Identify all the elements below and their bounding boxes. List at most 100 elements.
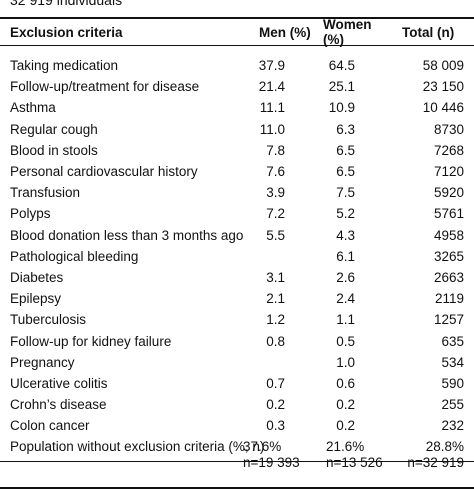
row-women-percent: 5.2 [336,206,355,222]
header-rule [0,45,474,46]
row-women-percent: 0.2 [336,397,355,413]
footer-women-percent: 21.6% [326,439,365,455]
row-total-count: 7120 [433,164,464,180]
table-row: Personal cardiovascular history 7.6 6.5 712… [0,161,474,182]
row-women-percent: 0.5 [336,333,355,349]
exclusion-criteria-table: Exclusion criteria Men (%) Women (%) Tot… [0,17,474,471]
table-header-row: Exclusion criteria Men (%) Women (%) Tot… [0,17,474,47]
row-total-count: 2119 [434,291,464,307]
row-women-percent: 6.1 [336,248,355,264]
row-men-percent [243,246,314,267]
footer-rule [0,461,474,462]
row-men-percent: 5.5 [266,227,285,243]
row-criteria: Epilepsy [10,291,62,307]
row-total-count: 590 [441,375,464,391]
footer-row: Population without exclusion criteria (%… [0,436,474,471]
row-criteria: Pregnancy [10,354,75,370]
row-criteria: Regular cough [10,121,98,137]
row-men-percent: 7.8 [266,142,285,158]
column-header-total: Total (n) [402,24,455,40]
table-row: Pregnancy 1.0 534 [0,352,474,373]
row-total-count: 2663 [433,269,464,285]
row-men-percent: 0.3 [266,418,285,434]
row-criteria: Diabetes [10,269,64,285]
row-total-count: 232 [441,418,464,434]
row-total-count: 5761 [433,206,464,222]
footer-men: 37.6% n=19 393 [243,436,314,471]
row-total-count: 58 009 [422,58,464,74]
row-women-percent: 0.2 [336,418,355,434]
table-row: Blood in stools 7.8 6.5 7268 [0,140,474,161]
row-criteria: Asthma [10,100,56,116]
row-men-percent: 37.9 [258,58,285,74]
footer-total-percent: 28.8% [425,439,464,455]
row-men-percent: 3.1 [266,269,285,285]
table-row: Follow-up for kidney failure 0.8 0.5 635 [0,330,474,351]
table-row: Tuberculosis 1.2 1.1 1257 [0,309,474,330]
row-criteria: Transfusion [10,185,81,201]
row-women-percent: 2.6 [336,269,355,285]
row-women-percent: 6.5 [336,164,355,180]
row-total-count: 7268 [433,142,464,158]
row-men-percent: 1.2 [266,312,285,328]
row-criteria: Ulcerative colitis [10,375,108,391]
table-row: Polyps 7.2 5.2 5761 [0,203,474,224]
footer-men-percent: 37.6% [243,439,282,455]
row-total-count: 8730 [433,121,464,137]
table-row: Ulcerative colitis 0.7 0.6 590 [0,373,474,394]
row-criteria: Blood in stools [10,142,98,158]
row-women-percent: 4.3 [336,227,355,243]
row-criteria: Tuberculosis [10,312,87,328]
row-total-count: 1257 [433,312,464,328]
column-header-men: Men (%) [259,24,311,40]
row-men-percent: 0.2 [266,397,285,413]
row-criteria: Colon cancer [10,418,90,434]
row-women-percent: 25.1 [328,79,355,95]
table-row: Blood donation less than 3 months ago 5.5… [0,225,474,246]
row-total-count: 3265 [433,248,464,264]
row-women-percent: 1.0 [336,354,355,370]
footer-total: 28.8% n=32 919 [396,436,474,471]
table-row: Follow-up/treatment for disease 21.4 25.1 2… [0,76,474,97]
row-women-percent: 6.3 [336,121,355,137]
footer-women-count: n=13 526 [326,455,383,471]
row-criteria: Personal cardiovascular history [10,164,198,180]
row-total-count: 255 [441,397,464,413]
row-total-count: 635 [441,333,464,349]
row-total-count: 5920 [433,185,464,201]
row-men-percent: 11.1 [259,100,285,116]
row-criteria: Crohn’s disease [10,397,107,413]
row-criteria: Follow-up for kidney failure [10,333,172,349]
table-top-rule [0,17,474,19]
row-women-percent: 2.4 [336,291,355,307]
row-criteria: Pathological bleeding [10,248,139,264]
table-row: Diabetes 3.1 2.6 2663 [0,267,474,288]
column-header-criteria: Exclusion criteria [10,24,123,40]
row-criteria: Blood donation less than 3 months ago [10,227,244,243]
table-bottom-rule [0,487,474,489]
table-row: Asthma 11.1 10.9 10 446 [0,97,474,118]
row-men-percent: 2.1 [266,291,285,307]
row-total-count: 4958 [433,227,464,243]
row-total-count: 23 150 [422,79,464,95]
column-header-women: Women (%) [323,17,372,47]
table-row: Epilepsy 2.1 2.4 2119 [0,288,474,309]
row-men-percent: 0.7 [266,375,285,391]
row-men-percent: 0.8 [266,333,285,349]
row-men-percent [243,352,314,373]
table-row: Pathological bleeding 6.1 3265 [0,246,474,267]
row-women-percent: 6.5 [336,142,355,158]
footer-total-count: n=32 919 [407,455,464,471]
table-row: Colon cancer 0.3 0.2 232 [0,415,474,436]
footer-women: 21.6% n=13 526 [314,436,396,471]
table-caption: 32 919 individuals [10,0,123,8]
row-men-percent: 3.9 [266,185,285,201]
row-men-percent: 21.4 [258,79,285,95]
row-total-count: 10 446 [422,100,464,116]
row-women-percent: 7.5 [336,185,355,201]
footer-label: Population without exclusion criteria (%… [10,439,265,455]
row-women-percent: 10.9 [328,100,355,116]
table-row: Crohn’s disease 0.2 0.2 255 [0,394,474,415]
table-row: Transfusion 3.9 7.5 5920 [0,182,474,203]
table-row: Regular cough 11.0 6.3 8730 [0,119,474,140]
